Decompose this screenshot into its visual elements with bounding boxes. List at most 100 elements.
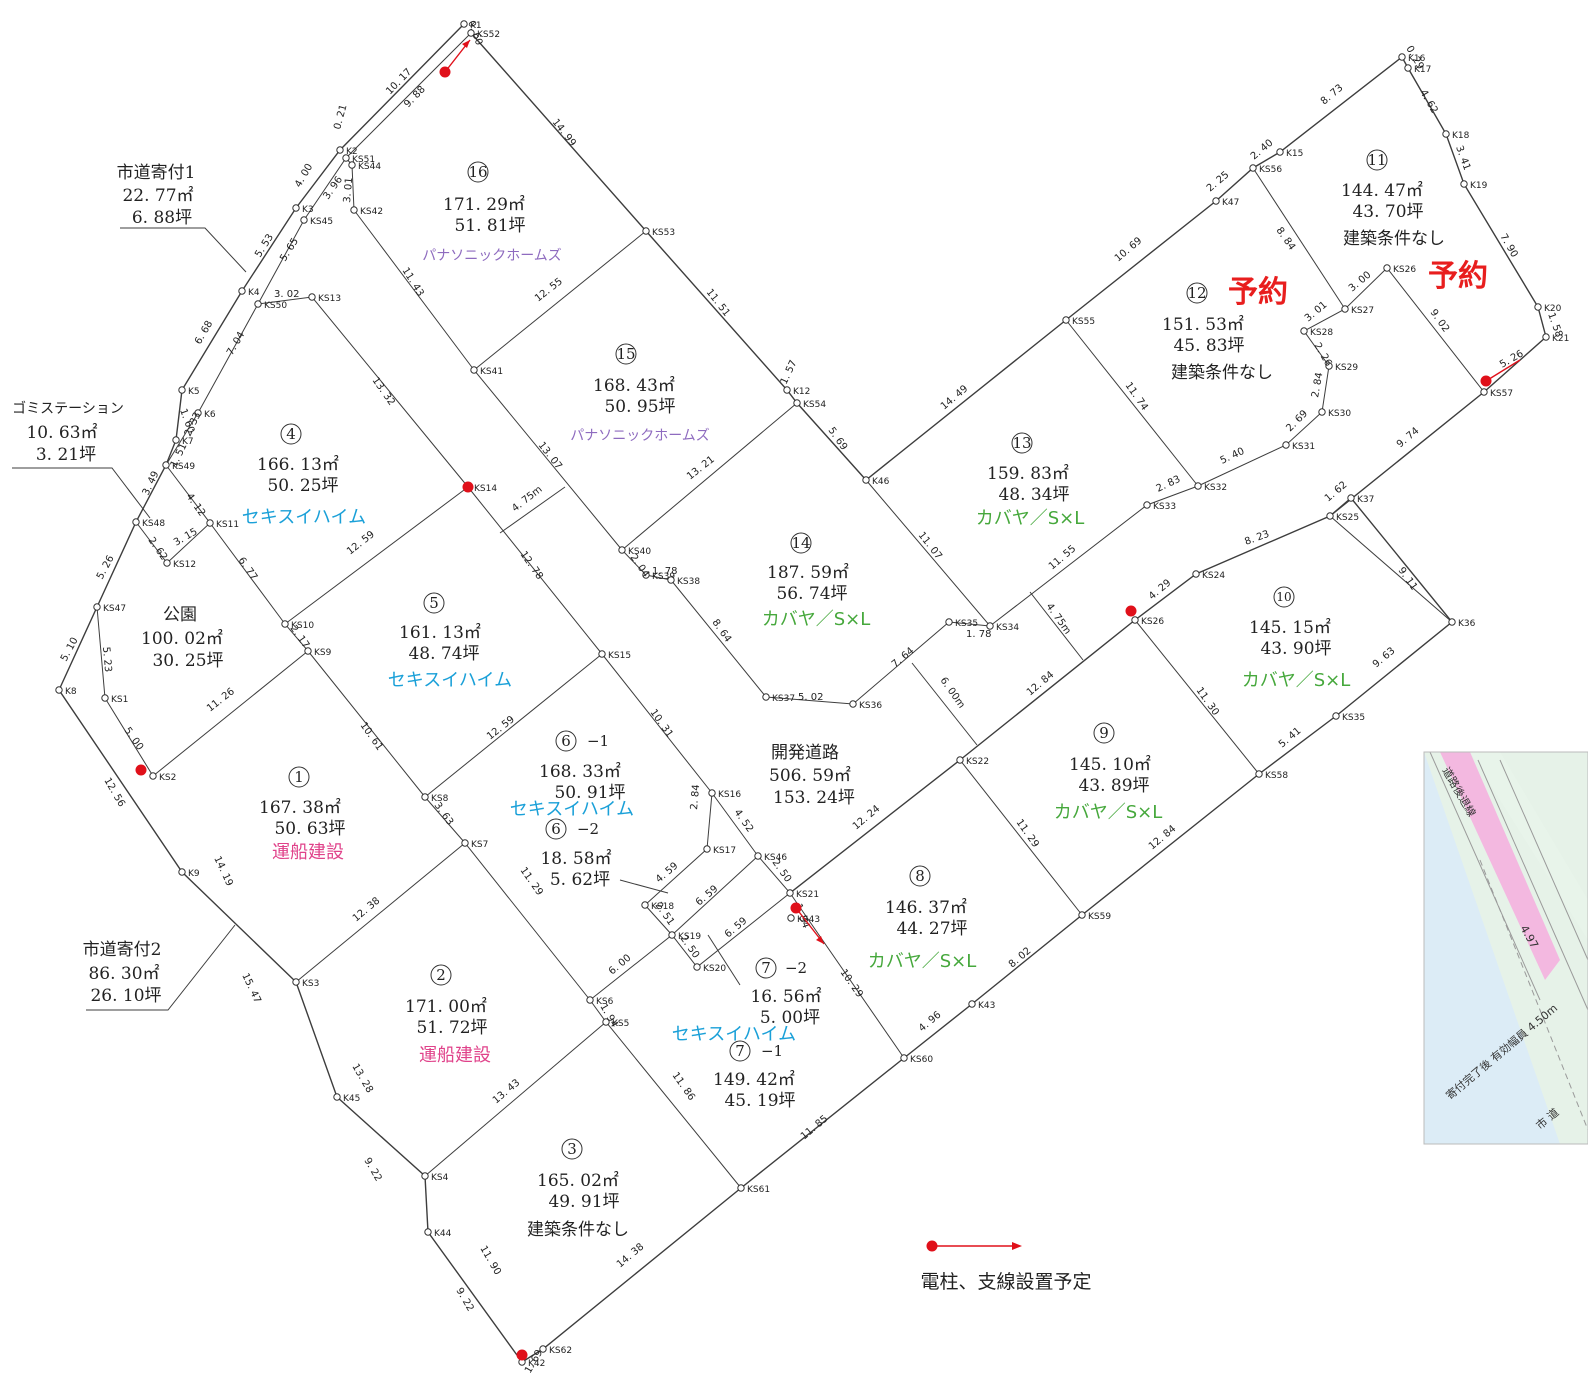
survey-point xyxy=(1442,130,1450,138)
pole-marker xyxy=(1480,359,1521,387)
survey-point-label: KS13 xyxy=(318,294,341,304)
survey-point xyxy=(292,978,300,986)
lot-8[interactable]: 8 146. 37㎡ 44. 27坪 カバヤ／S×L xyxy=(868,865,977,972)
survey-point-label: KS12 xyxy=(173,560,196,570)
survey-point xyxy=(149,772,157,780)
survey-point xyxy=(101,694,109,702)
survey-point-label: KS35 xyxy=(955,619,978,629)
lot-7-2[interactable]: 7 −2 16. 56㎡ 5. 00坪 xyxy=(750,957,822,1028)
road-area-tsubo: 153. 24坪 xyxy=(773,788,855,808)
svg-text:11. 29: 11. 29 xyxy=(518,865,545,897)
lot-builder: カバヤ／S×L xyxy=(762,609,871,630)
survey-point xyxy=(693,963,701,971)
garbage-area-tsubo: 3. 21坪 xyxy=(36,445,96,465)
lot-area-tsubo: 49. 91坪 xyxy=(548,1192,619,1212)
lot-6-1[interactable]: 6 −1 168. 33㎡ 50. 91坪 セキスイハイム xyxy=(510,730,634,820)
svg-text:2. 84: 2. 84 xyxy=(689,784,702,810)
city1-label: 市道寄付1 xyxy=(117,163,196,183)
survey-point xyxy=(421,793,429,801)
lot-area-tsubo: 5. 62坪 xyxy=(550,870,610,890)
lot-suffix: −1 xyxy=(761,1042,783,1060)
survey-point-label: KS57 xyxy=(1490,389,1513,399)
survey-point-label: KS21 xyxy=(796,890,819,900)
svg-text:6. 00: 6. 00 xyxy=(607,953,634,978)
survey-point-label: K7 xyxy=(182,437,194,447)
lot-11[interactable]: 11 144. 47㎡ 43. 70坪 建築条件なし 予約 xyxy=(1341,149,1488,294)
survey-point xyxy=(793,399,801,407)
svg-text:11. 85: 11. 85 xyxy=(799,1113,830,1142)
survey-point-label: KS18 xyxy=(651,902,674,912)
lot-5[interactable]: 5 161. 13㎡ 48. 74坪 セキスイハイム xyxy=(388,592,512,691)
survey-point-label: K17 xyxy=(1414,65,1431,75)
survey-point xyxy=(1131,616,1139,624)
survey-point xyxy=(1212,197,1220,205)
lot-number: 7 xyxy=(761,959,771,977)
lot-16[interactable]: 16 171. 29㎡ 51. 81坪 パナソニックホームズ xyxy=(422,161,562,264)
svg-text:4. 75m: 4. 75m xyxy=(510,484,545,514)
lot-4[interactable]: 4 166. 13㎡ 50. 25坪 セキスイハイム xyxy=(242,423,366,528)
survey-point xyxy=(787,914,795,922)
svg-text:9. 63: 9. 63 xyxy=(1371,646,1398,671)
garbage-area-m2: 10. 63㎡ xyxy=(26,423,97,443)
survey-point xyxy=(1480,388,1488,396)
survey-point-label: K5 xyxy=(188,387,200,397)
survey-point-label: KS31 xyxy=(1292,442,1315,452)
svg-text:4. 75m: 4. 75m xyxy=(1044,601,1073,636)
survey-point xyxy=(641,901,649,909)
garbage-label: ゴミステーション xyxy=(12,400,124,417)
lot-9[interactable]: 9 145. 10㎡ 43. 89坪 カバヤ／S×L xyxy=(1054,722,1163,823)
svg-text:9. 11: 9. 11 xyxy=(1396,565,1420,592)
city2-area-m2: 86. 30㎡ xyxy=(88,964,159,984)
lot-10[interactable]: 10 145. 15㎡ 43. 90坪 カバヤ／S×L xyxy=(1242,586,1351,691)
lot-number: 9 xyxy=(1099,724,1109,742)
lot-13[interactable]: 13 159. 83㎡ 48. 34坪 カバヤ／S×L xyxy=(976,432,1085,529)
lot-7-1[interactable]: セキスイハイム 7 −1 149. 42㎡ 45. 19坪 xyxy=(672,1024,796,1111)
lot-6-2[interactable]: 6 −2 18. 58㎡ 5. 62坪 xyxy=(540,818,612,890)
lot-1[interactable]: 1 167. 38㎡ 50. 63坪 運船建設 xyxy=(259,766,346,863)
lot-area-m2: 144. 47㎡ xyxy=(1341,181,1423,201)
lot-area-tsubo: 48. 74坪 xyxy=(408,644,479,664)
lot-14[interactable]: 14 187. 59㎡ 56. 74坪 カバヤ／S×L xyxy=(762,532,871,630)
survey-point-label: K6 xyxy=(204,410,216,420)
survey-point-label: K36 xyxy=(1458,619,1476,629)
legend: 電柱、支線設置予定 xyxy=(920,1240,1092,1293)
survey-point-label: KS52 xyxy=(477,30,500,40)
survey-point xyxy=(178,868,186,876)
survey-point-label: KS14 xyxy=(474,484,497,494)
reserved-label: 予約 xyxy=(1228,275,1288,310)
svg-text:13. 32: 13. 32 xyxy=(370,375,397,407)
park-area-tsubo: 30. 25坪 xyxy=(152,651,223,671)
svg-text:11. 90: 11. 90 xyxy=(477,1244,502,1277)
lot-3[interactable]: 3 165. 02㎡ 49. 91坪 建築条件なし xyxy=(527,1138,629,1240)
lot-12[interactable]: 12 予約 151. 53㎡ 45. 83坪 建築条件なし xyxy=(1162,275,1288,383)
survey-point-label: KS4 xyxy=(431,1173,449,1183)
survey-point-label: KS36 xyxy=(859,701,882,711)
survey-point-label: K43 xyxy=(978,1001,995,1011)
lot-area-m2: 171. 29㎡ xyxy=(443,195,525,215)
survey-point-label: K44 xyxy=(434,1229,452,1239)
lot-area-tsubo: 51. 81坪 xyxy=(454,216,525,236)
city2-area-tsubo: 26. 10坪 xyxy=(90,986,161,1006)
survey-point-label: K37 xyxy=(1357,495,1374,505)
survey-point xyxy=(132,518,140,526)
survey-point xyxy=(642,571,650,579)
lot-builder: パナソニックホームズ xyxy=(422,248,562,264)
lot-2[interactable]: 2 171. 00㎡ 51. 72坪 運船建設 xyxy=(405,964,491,1066)
lot-area-m2: 187. 59㎡ xyxy=(767,563,849,583)
survey-point-label: KS37 xyxy=(772,694,795,704)
survey-point-label: KS11 xyxy=(216,520,239,530)
survey-point xyxy=(1332,712,1340,720)
lot-area-m2: 161. 13㎡ xyxy=(399,623,481,643)
road-label: 開発道路 xyxy=(771,743,839,763)
svg-text:12. 59: 12. 59 xyxy=(345,529,377,557)
lot-15[interactable]: 15 168. 43㎡ 50. 95坪 パナソニックホームズ xyxy=(570,343,710,444)
svg-text:12. 78: 12. 78 xyxy=(518,549,545,581)
svg-text:10. 61: 10. 61 xyxy=(358,720,385,752)
survey-point xyxy=(172,436,180,444)
survey-point xyxy=(304,647,312,655)
survey-point-label: KS29 xyxy=(1335,363,1358,373)
garbage-station: ゴミステーション 10. 63㎡ 3. 21坪 xyxy=(12,400,124,465)
svg-text:9. 02: 9. 02 xyxy=(1428,307,1452,334)
lot-area-tsubo: 45. 19坪 xyxy=(724,1091,795,1111)
survey-point-label: KS35 xyxy=(1342,713,1365,723)
